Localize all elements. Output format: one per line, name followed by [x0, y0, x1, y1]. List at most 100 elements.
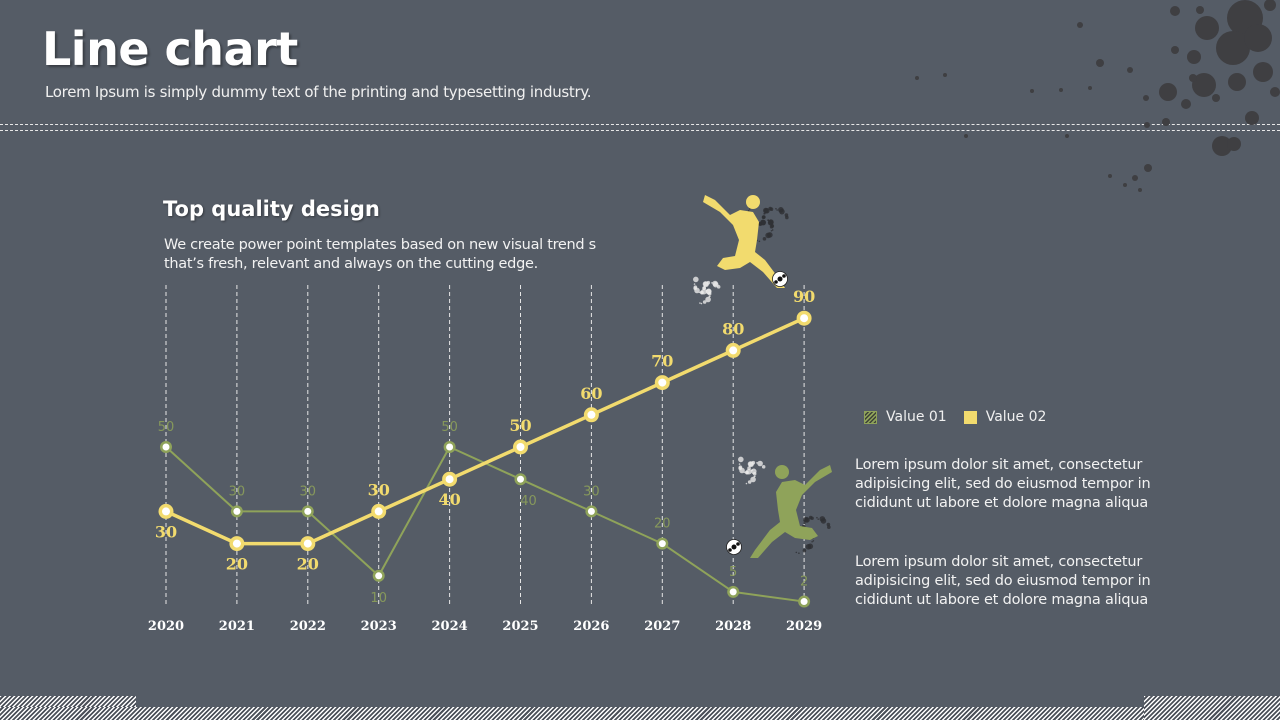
data-label: 2 — [800, 575, 808, 590]
ink-splatter-decoration — [765, 232, 771, 239]
x-tick-label: 2022 — [290, 619, 326, 634]
ink-splatter-decoration — [776, 209, 778, 211]
page-subtitle: Lorem Ipsum is simply dummy text of the … — [45, 83, 592, 101]
description-paragraph: Lorem ipsum dolor sit amet, consectetur … — [855, 554, 1151, 608]
x-tick-label: 2020 — [148, 619, 184, 634]
ink-splatter-decoration — [760, 219, 766, 226]
ink-splatter-decoration — [795, 551, 798, 554]
ink-splatter-decoration — [703, 281, 709, 287]
ink-splatter-decoration — [770, 229, 773, 232]
ink-splatter-decoration — [816, 516, 818, 519]
ink-splatter-decoration — [771, 229, 774, 231]
data-point-center — [658, 540, 666, 548]
data-label: 50 — [509, 416, 531, 435]
ink-splatter-decoration — [738, 465, 743, 469]
data-label: 80 — [722, 319, 744, 338]
data-label: 60 — [580, 384, 602, 403]
ink-splatter-decoration — [762, 237, 767, 241]
divider-line — [0, 124, 1280, 125]
x-tick-label: 2021 — [219, 619, 255, 634]
soccer-ball-icon — [782, 274, 786, 278]
ink-splatter-decoration — [761, 465, 766, 469]
ink-splatter-decoration — [764, 207, 770, 214]
data-label: 50 — [441, 420, 458, 435]
player-kicking-green-icon-body — [750, 465, 832, 558]
ink-splatter-decoration — [767, 219, 774, 226]
data-label: 30 — [300, 484, 317, 499]
ink-splatter-decoration — [762, 215, 766, 219]
player-kicking-green-icon — [750, 465, 832, 558]
ink-splatter-decoration — [753, 476, 755, 478]
ink-splatter-decoration — [758, 240, 761, 243]
data-label: 10 — [370, 591, 387, 606]
legend-swatch-hatched-icon — [864, 410, 877, 424]
ink-splatter-decoration — [757, 460, 763, 467]
ink-splatter-decoration — [748, 461, 754, 467]
decorative-stripe — [0, 707, 1280, 720]
soccer-ball-icon — [777, 276, 783, 282]
ink-splatter-decoration — [820, 518, 827, 524]
series-line-2 — [165, 316, 805, 546]
ink-splatter-decoration — [810, 516, 814, 521]
ink-splatter-decoration — [779, 208, 785, 215]
ink-splatter-decoration — [699, 302, 701, 304]
ink-splatter-decoration — [769, 224, 774, 229]
ink-splatter-decoration — [804, 517, 810, 523]
data-point-center — [162, 507, 170, 516]
player-kicking-green-icon-head — [775, 465, 789, 479]
data-point-center — [800, 598, 808, 606]
data-point-center — [233, 507, 241, 515]
ink-splatter-decoration — [826, 522, 831, 527]
data-point-center — [587, 507, 595, 515]
ink-splatter-decoration — [751, 469, 753, 472]
ink-splatter-decoration — [805, 543, 812, 550]
ink-splatter-decoration — [752, 471, 757, 476]
data-point-center — [162, 443, 170, 451]
ink-splatter-decoration — [708, 296, 710, 298]
legend-item-value-01: Value 01 — [864, 409, 947, 425]
ink-splatter-decoration — [739, 467, 745, 474]
ink-splatter-decoration — [702, 300, 707, 304]
legend-item-value-02: Value 02 — [963, 409, 1047, 425]
data-point-center — [800, 314, 809, 323]
ink-splatter-decoration — [738, 456, 744, 463]
ink-splatter-decoration — [750, 476, 756, 483]
legend-label: Value 01 — [886, 409, 947, 425]
data-label: 70 — [651, 352, 673, 371]
chart-legend: Value 01 Value 02 — [864, 409, 1063, 425]
ink-splatter-decoration — [712, 281, 719, 288]
ink-splatter-decoration — [775, 207, 777, 210]
section-title: Top quality design — [163, 197, 380, 221]
data-point-center — [658, 378, 667, 387]
ink-splatter-decoration — [785, 215, 789, 220]
x-tick-label: 2024 — [432, 619, 468, 634]
section-description: We create power point templates based on… — [164, 237, 596, 272]
data-label: 5 — [729, 565, 737, 580]
description-paragraph: Lorem ipsum dolor sit amet, consectetur … — [855, 457, 1151, 511]
data-point-center — [446, 443, 454, 451]
soccer-ball-icon — [774, 280, 778, 284]
data-label: 40 — [520, 494, 537, 509]
soccer-ball-icon — [731, 544, 737, 550]
data-point-center — [729, 588, 737, 596]
data-point-center — [517, 475, 524, 483]
ink-splatter-decoration — [827, 525, 831, 530]
data-label: 40 — [438, 490, 460, 509]
ink-splatter-decoration — [767, 219, 769, 222]
ink-splatter-decoration — [756, 462, 758, 464]
data-point-center — [587, 410, 596, 419]
data-label: 30 — [368, 480, 390, 499]
soccer-ball-icon — [728, 548, 732, 552]
legend-label: Value 02 — [985, 409, 1047, 425]
ink-splatter-decoration — [694, 287, 700, 294]
ink-splatter-decoration — [802, 548, 807, 553]
ink-splatter-decoration — [769, 207, 774, 212]
ink-splatter-decoration — [747, 209, 750, 212]
x-tick-label: 2028 — [715, 619, 751, 634]
ink-splatter-decoration — [812, 540, 815, 542]
data-label: 30 — [229, 484, 246, 499]
x-tick-label: 2026 — [573, 619, 609, 634]
data-point-center — [445, 475, 454, 484]
data-label: 30 — [583, 484, 600, 499]
